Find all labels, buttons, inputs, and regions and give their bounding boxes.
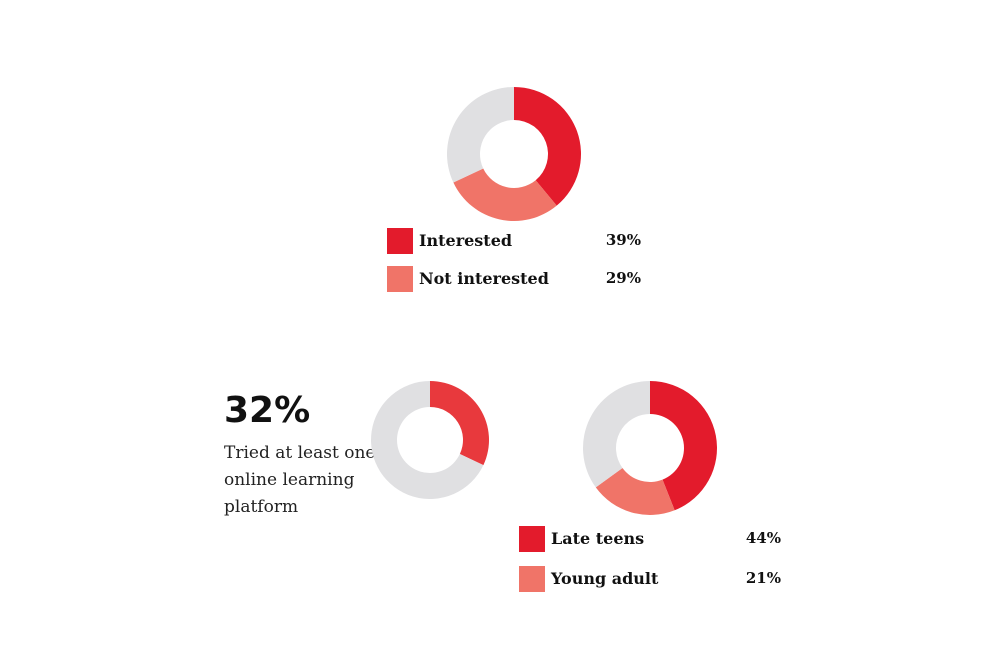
legend-label: Interested (419, 231, 513, 250)
headline-stat: 32% (224, 390, 311, 431)
donut-segment-interested (514, 87, 581, 206)
legend-value: 39% (605, 231, 641, 249)
legend-swatch-late-teens (519, 526, 545, 552)
donut-chart-tried-platform (371, 381, 489, 499)
donut-segment-remainder (371, 381, 484, 499)
legend-label: Young adult (551, 569, 659, 588)
legend-swatch-not-interested (387, 266, 413, 292)
legend-swatch-young-adult (519, 566, 545, 592)
donut-segment-remainder (430, 381, 489, 466)
donut-segment-late-teens (650, 381, 717, 511)
legend-label: Late teens (551, 529, 645, 548)
legend-value: 29% (605, 269, 641, 287)
stat-caption: Tried at least one online learning platf… (224, 443, 376, 517)
donut-segment-remainder (447, 87, 514, 183)
donut-segment-not-interested (453, 168, 557, 221)
legend-item-interested: Interested 39% (387, 228, 647, 254)
donut-chart-interest (447, 87, 581, 221)
legend-value: 21% (745, 569, 781, 587)
legend-item-young-adult: Young adult 21% (519, 566, 787, 592)
legend-label: Not interested (419, 269, 549, 288)
donut-segment-remainder (583, 381, 650, 488)
legend-item-late-teens: Late teens 44% (519, 526, 787, 552)
legend-value: 44% (745, 529, 781, 547)
legend-item-not-interested: Not interested 29% (387, 266, 647, 292)
donut-chart-age-group (583, 381, 717, 515)
donut-segment-young-adult (595, 467, 675, 515)
legend-swatch-interested (387, 228, 413, 254)
